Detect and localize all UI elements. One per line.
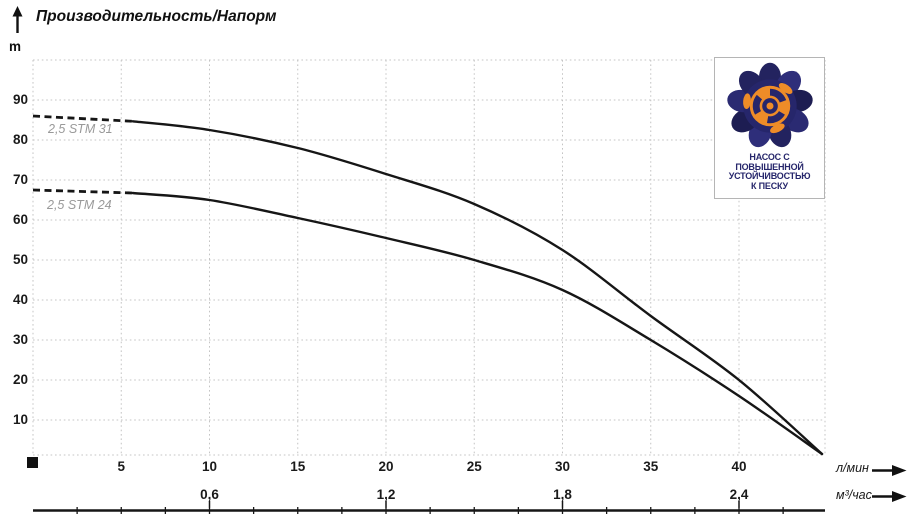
x-tick-label: 25 <box>466 459 482 474</box>
x-axis-secondary-unit: м³/час <box>836 488 872 502</box>
y-axis-unit-label: m <box>9 39 22 54</box>
x-secondary-tick-label: 1,8 <box>553 487 572 502</box>
impeller-logo-icon <box>726 62 813 148</box>
series-label-stm31: 2,5 STM 31 <box>48 122 113 136</box>
badge-text-line: К ПЕСКУ <box>751 180 788 191</box>
y-tick-label: 40 <box>12 292 28 307</box>
x-secondary-tick-label: 0,6 <box>200 487 219 502</box>
y-tick-label: 60 <box>12 212 28 227</box>
sand-resistance-badge: НАСОС С ПОВЫШЕННОЙ УСТОЙЧИВОСТЬЮ К ПЕСКУ <box>714 57 825 199</box>
y-tick-label: 20 <box>12 372 28 387</box>
up-arrow-icon <box>12 6 23 33</box>
right-arrow-icon <box>872 491 907 502</box>
chart-title: Производительность/Напорм <box>36 8 277 25</box>
series-label-stm24: 2,5 STM 24 <box>47 198 112 212</box>
x-secondary-tick-label: 1,2 <box>376 487 396 502</box>
x-axis-primary-unit: л/мин <box>836 461 869 475</box>
y-tick-label: 90 <box>12 92 28 107</box>
x-tick-label: 5 <box>117 459 125 474</box>
x-tick-label: 30 <box>554 459 571 474</box>
y-tick-label: 50 <box>12 252 28 267</box>
badge-text-line: НАСОС С ПОВЫШЕННОЙ <box>735 152 804 172</box>
y-tick-label: 80 <box>12 132 28 147</box>
x-tick-label: 35 <box>643 459 659 474</box>
y-tick-label: 10 <box>12 412 28 427</box>
x-tick-label: 15 <box>290 459 306 474</box>
badge-text-line: УСТОЙЧИВОСТЬЮ <box>728 171 811 181</box>
y-tick-label: 30 <box>12 332 28 347</box>
x-tick-label: 10 <box>201 459 218 474</box>
x-tick-label: 40 <box>731 459 747 474</box>
x-secondary-tick-label: 2,4 <box>729 487 749 502</box>
right-arrow-icon <box>872 465 907 476</box>
y-tick-label: 70 <box>12 172 28 187</box>
x-tick-label: 20 <box>378 459 394 474</box>
